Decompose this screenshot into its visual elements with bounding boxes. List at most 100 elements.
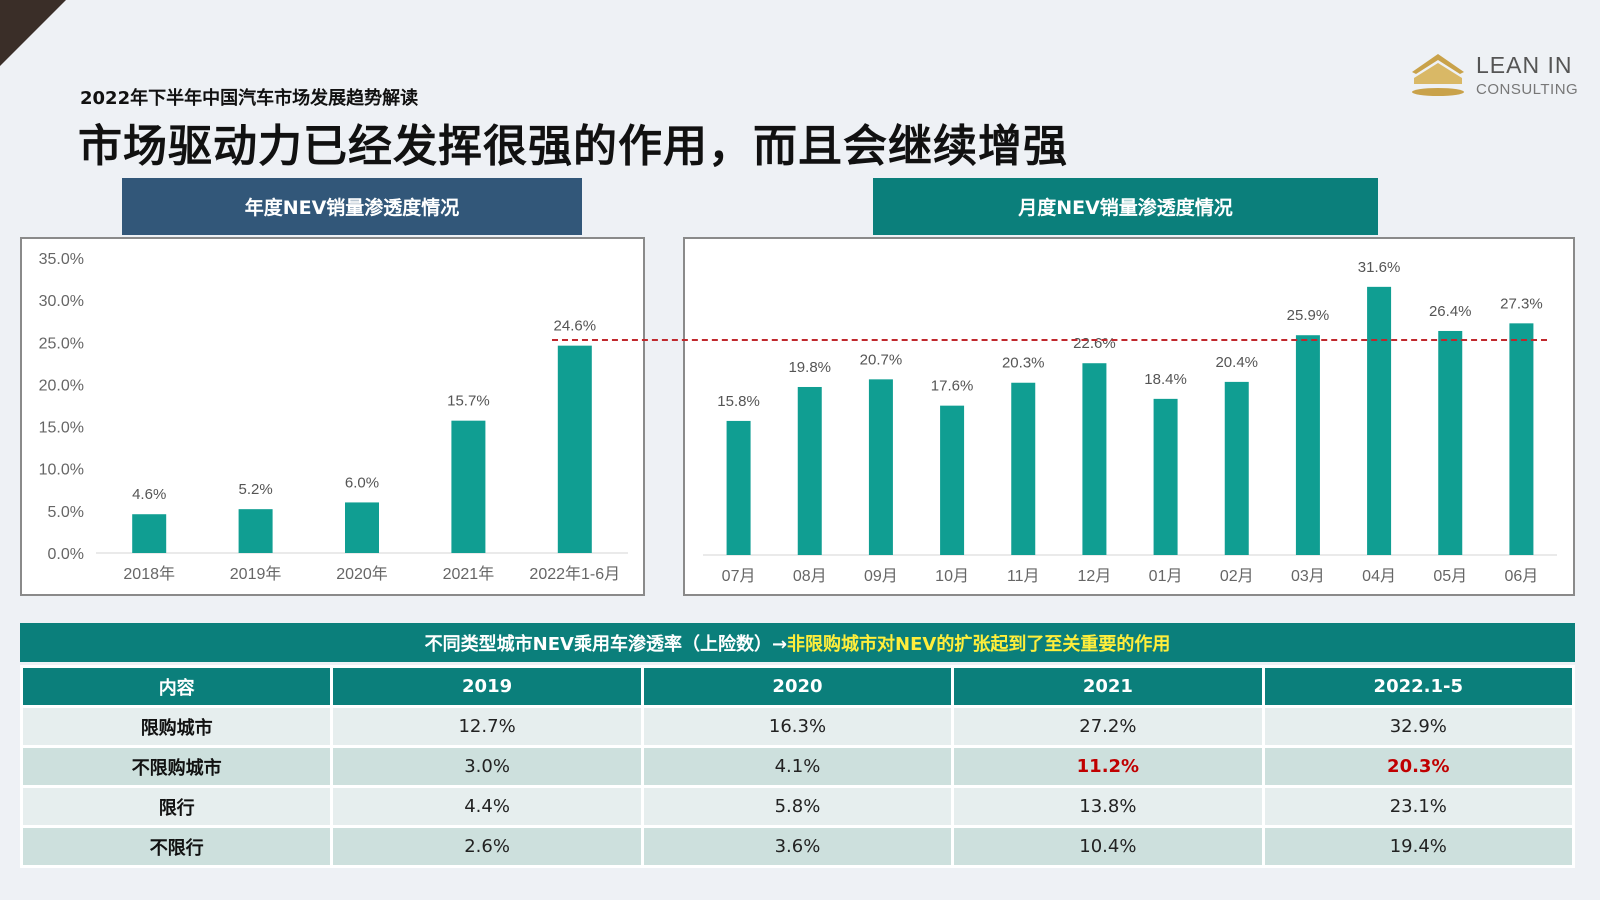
data-label: 24.6% bbox=[554, 318, 597, 335]
x-tick-label: 10月 bbox=[935, 568, 969, 585]
table-header-cell: 2020 bbox=[640, 665, 955, 708]
y-tick-label: 15.0% bbox=[39, 420, 84, 437]
x-tick-label: 09月 bbox=[864, 568, 898, 585]
table-header-cell: 2021 bbox=[951, 665, 1265, 708]
table-cell-highlight: 11.2% bbox=[951, 745, 1265, 788]
logo-text-line1: LEAN IN bbox=[1476, 52, 1573, 78]
table-header-cell: 内容 bbox=[19, 665, 334, 708]
table-title-highlight: 非限购城市对NEV的扩张起到了至关重要的作用 bbox=[787, 633, 1171, 655]
y-tick-label: 5.0% bbox=[48, 504, 84, 521]
table-row: 不限购城市 3.0% 4.1% 11.2% 20.3% bbox=[19, 745, 1576, 788]
bar bbox=[1224, 381, 1249, 555]
table-title: 不同类型城市NEV乘用车渗透率（上险数）→ 非限购城市对NEV的扩张起到了至关重要… bbox=[20, 623, 1575, 662]
x-tick-label: 03月 bbox=[1291, 568, 1325, 585]
table-header-cell: 2019 bbox=[330, 665, 644, 708]
table-row: 不限行 2.6% 3.6% 10.4% 19.4% bbox=[19, 825, 1576, 868]
table-row: 限行 4.4% 5.8% 13.8% 23.1% bbox=[19, 785, 1576, 828]
y-tick-label: 35.0% bbox=[39, 251, 84, 268]
data-label: 27.3% bbox=[1500, 295, 1543, 312]
page-title: 市场驱动力已经发挥很强的作用，而且会继续增强 bbox=[78, 121, 1068, 172]
x-tick-label: 01月 bbox=[1149, 568, 1183, 585]
table-cell: 3.6% bbox=[640, 825, 955, 868]
x-tick-label: 2022年1-6月 bbox=[529, 565, 620, 583]
corner-decoration bbox=[0, 0, 66, 66]
table-cell: 23.1% bbox=[1261, 785, 1576, 828]
bar bbox=[1082, 363, 1107, 555]
bar bbox=[726, 420, 751, 555]
data-label: 20.3% bbox=[1002, 355, 1045, 372]
table-title-normal: 不同类型城市NEV乘用车渗透率（上险数）→ bbox=[424, 633, 788, 655]
bar bbox=[1153, 398, 1178, 555]
table-row-label: 不限购城市 bbox=[19, 745, 334, 788]
table-cell-highlight: 20.3% bbox=[1261, 745, 1576, 788]
data-label: 17.6% bbox=[931, 378, 974, 395]
data-label: 20.4% bbox=[1215, 354, 1258, 371]
x-tick-label: 04月 bbox=[1362, 568, 1396, 585]
x-tick-label: 2021年 bbox=[443, 565, 495, 583]
table-cell: 3.0% bbox=[330, 745, 644, 788]
annual-chart-title: 年度NEV销量渗透度情况 bbox=[122, 178, 582, 235]
data-label: 5.2% bbox=[238, 481, 272, 498]
table-row-label: 不限行 bbox=[19, 825, 334, 868]
bar bbox=[868, 379, 893, 555]
y-tick-label: 25.0% bbox=[39, 335, 84, 352]
bar bbox=[557, 345, 592, 553]
company-logo: LEAN IN CONSULTING bbox=[1408, 50, 1588, 102]
table-row-label: 限购城市 bbox=[19, 705, 334, 748]
data-table: 内容 2019 2020 2021 2022.1-5 限购城市 12.7% 16… bbox=[19, 665, 1576, 868]
data-label: 15.7% bbox=[447, 393, 490, 410]
y-tick-label: 10.0% bbox=[39, 462, 84, 479]
bar bbox=[1509, 323, 1534, 555]
bar bbox=[451, 420, 486, 553]
annual-chart-panel: 0.0% 5.0% 10.0% 15.0% 20.0% 25.0% 30.0% 35.0% 4.… bbox=[20, 237, 645, 596]
y-tick-label: 20.0% bbox=[39, 377, 84, 394]
data-label: 26.4% bbox=[1429, 303, 1472, 320]
data-label: 22.6% bbox=[1073, 335, 1116, 352]
data-label: 25.9% bbox=[1287, 307, 1330, 324]
x-tick-label: 02月 bbox=[1220, 568, 1254, 585]
table-cell: 5.8% bbox=[640, 785, 955, 828]
table-cell: 4.4% bbox=[330, 785, 644, 828]
data-label: 20.7% bbox=[860, 351, 903, 368]
table-cell: 32.9% bbox=[1261, 705, 1576, 748]
annual-bar-chart: 0.0% 5.0% 10.0% 15.0% 20.0% 25.0% 30.0% 35.0% 4.… bbox=[39, 251, 628, 583]
bar bbox=[132, 514, 167, 553]
table-cell: 12.7% bbox=[330, 705, 644, 748]
monthly-chart-title: 月度NEV销量渗透度情况 bbox=[873, 178, 1378, 235]
bar bbox=[1011, 382, 1036, 555]
report-subtitle: 2022年下半年中国汽车市场发展趋势解读 bbox=[80, 88, 419, 109]
y-tick-label: 0.0% bbox=[48, 546, 84, 563]
table-cell: 10.4% bbox=[951, 825, 1265, 868]
data-label: 15.8% bbox=[717, 393, 760, 410]
bar bbox=[940, 405, 965, 555]
table-cell: 2.6% bbox=[330, 825, 644, 868]
bar bbox=[345, 502, 379, 553]
table-cell: 16.3% bbox=[640, 705, 955, 748]
bar bbox=[238, 509, 273, 553]
x-tick-label: 2020年 bbox=[336, 565, 388, 583]
logo-text-line2: CONSULTING bbox=[1476, 81, 1579, 98]
house-roof-logo-icon bbox=[1412, 54, 1464, 96]
x-tick-label: 08月 bbox=[793, 568, 827, 585]
y-tick-label: 30.0% bbox=[39, 293, 84, 310]
table-row: 限购城市 12.7% 16.3% 27.2% 32.9% bbox=[19, 705, 1576, 748]
x-tick-label: 12月 bbox=[1078, 568, 1112, 585]
bar bbox=[1438, 330, 1463, 555]
data-label: 31.6% bbox=[1358, 259, 1401, 276]
data-label: 4.6% bbox=[132, 486, 166, 503]
table-row-label: 限行 bbox=[19, 785, 334, 828]
reference-line-dashed bbox=[552, 339, 1547, 341]
data-label: 6.0% bbox=[345, 474, 379, 491]
table-cell: 4.1% bbox=[640, 745, 955, 788]
bar bbox=[797, 386, 822, 555]
monthly-chart-panel: 15.8% 07月 19.8% 08月 20.7% 09月 17.6% 10月 20.3% 11月… bbox=[683, 237, 1575, 596]
table-cell: 27.2% bbox=[951, 705, 1265, 748]
bar bbox=[1367, 286, 1392, 555]
x-tick-label: 05月 bbox=[1433, 568, 1467, 585]
data-label: 19.8% bbox=[788, 359, 831, 376]
city-penetration-table: 不同类型城市NEV乘用车渗透率（上险数）→ 非限购城市对NEV的扩张起到了至关重要… bbox=[19, 623, 1576, 868]
x-tick-label: 2018年 bbox=[123, 565, 175, 583]
monthly-bar-chart: 15.8% 07月 19.8% 08月 20.7% 09月 17.6% 10月 20.3% 11月… bbox=[703, 259, 1557, 585]
data-label: 18.4% bbox=[1144, 371, 1187, 388]
table-header-cell: 2022.1-5 bbox=[1261, 665, 1576, 708]
